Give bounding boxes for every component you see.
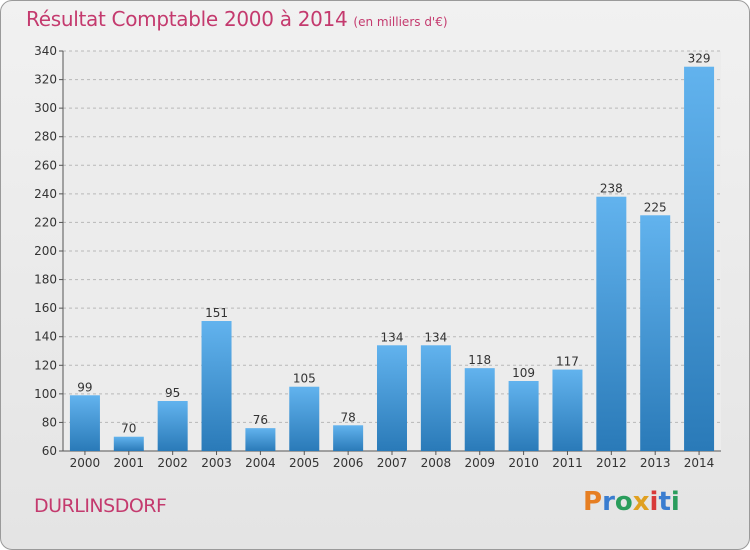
bar [333, 425, 364, 451]
bar [684, 66, 715, 451]
data-label: 329 [688, 52, 711, 66]
x-tick-label: 2013 [640, 456, 671, 470]
chart-subtitle: (en milliers d'€) [353, 15, 448, 29]
chart-title: Résultat Comptable 2000 à 2014 (en millie… [26, 7, 448, 31]
logo-letter: i [649, 487, 659, 517]
bar [596, 196, 627, 451]
logo-letter: r [602, 487, 615, 517]
bar [377, 345, 407, 451]
y-tick-label: 200 [34, 244, 57, 258]
bar-chart: 60 80 100 120 140 160 180 200 220 240 260 280 300 320… [34, 44, 721, 470]
data-label: 117 [556, 355, 579, 369]
data-label: 151 [205, 306, 228, 320]
logo-letter: P [583, 487, 603, 517]
y-tick-label: 220 [34, 215, 57, 229]
y-tick-label: 340 [34, 44, 57, 58]
data-label: 118 [468, 353, 491, 367]
x-tick-label: 2012 [596, 456, 627, 470]
bar [552, 369, 583, 451]
x-tick-label: 2004 [245, 456, 276, 470]
bar [508, 381, 539, 451]
x-tick-label: 2006 [333, 456, 364, 470]
y-tick-label: 140 [34, 330, 57, 344]
proxiti-logo: Proxiti [583, 487, 680, 517]
x-tick-label: 2005 [289, 456, 320, 470]
x-tick-label: 2007 [377, 456, 408, 470]
x-tick-label: 2011 [552, 456, 583, 470]
y-tick-label: 80 [42, 415, 57, 429]
y-tick-label: 280 [34, 130, 57, 144]
x-tick-label: 2001 [114, 456, 145, 470]
data-label: 78 [340, 410, 355, 424]
x-tick-label: 2002 [157, 456, 188, 470]
data-label: 95 [165, 386, 180, 400]
data-label: 225 [644, 200, 667, 214]
y-tick-label: 60 [42, 444, 57, 458]
data-label: 134 [381, 330, 404, 344]
data-label: 105 [293, 372, 316, 386]
bar [640, 215, 671, 451]
data-label: 76 [253, 413, 268, 427]
x-tick-label: 2008 [421, 456, 452, 470]
logo-letter: o [614, 487, 633, 517]
y-tick-label: 160 [34, 301, 57, 315]
data-label: 238 [600, 182, 623, 196]
data-label: 134 [424, 330, 447, 344]
logo-letter: i [670, 487, 680, 517]
x-tick-label: 2014 [684, 456, 715, 470]
y-tick-label: 320 [34, 73, 57, 87]
place-name: DURLINSDORF [34, 495, 167, 517]
logo-letter: t [658, 487, 671, 517]
y-tick-label: 240 [34, 187, 57, 201]
y-tick-label: 100 [34, 387, 57, 401]
data-label: 70 [121, 422, 136, 436]
logo-letter: x [632, 487, 650, 517]
bar [420, 345, 451, 451]
bar [289, 386, 320, 451]
y-tick-label: 260 [34, 158, 57, 172]
bar [245, 428, 276, 451]
bar [464, 368, 495, 451]
y-tick-label: 180 [34, 273, 57, 287]
x-tick-label: 2000 [70, 456, 101, 470]
x-tick-label: 2009 [464, 456, 495, 470]
chart-title-text: Résultat Comptable 2000 à 2014 [26, 7, 348, 31]
y-tick-label: 120 [34, 358, 57, 372]
bar [69, 395, 100, 451]
y-tick-label: 300 [34, 101, 57, 115]
bar [113, 436, 144, 451]
x-tick-label: 2003 [201, 456, 232, 470]
bar [201, 321, 232, 451]
data-label: 109 [512, 366, 535, 380]
bar [157, 401, 188, 451]
x-tick-label: 2010 [508, 456, 539, 470]
data-label: 99 [77, 380, 92, 394]
